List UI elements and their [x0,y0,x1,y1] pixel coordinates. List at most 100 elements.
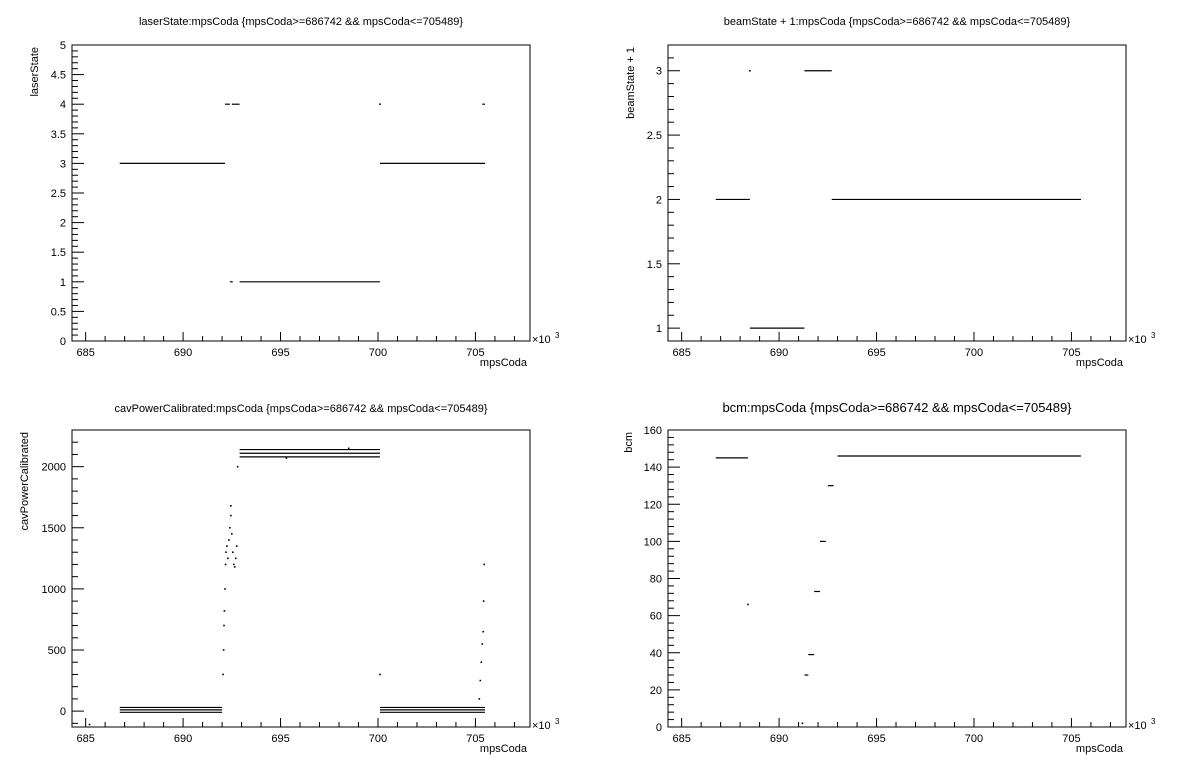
y-tick-label: 60 [650,611,662,623]
data-point [481,643,484,645]
data-point [223,610,226,612]
y-axis-label: beamState + 1 [625,47,637,119]
y-tick-label: 4.5 [51,70,66,82]
data-point [223,624,225,627]
y-tick-label: 4 [60,99,66,111]
data-point [231,533,233,535]
data-point [222,673,224,676]
y-tick-label: 0 [60,706,66,718]
y-tick-label: 1000 [42,584,66,596]
y-tick-label: 1.5 [647,259,662,271]
y-tick-label: 1.5 [51,247,66,259]
y-tick-label: 40 [650,648,662,660]
data-point [233,566,236,568]
y-tick-label: 100 [644,536,662,548]
data-point [379,103,381,105]
y-tick-label: 500 [48,645,66,657]
chart-title: beamState + 1:mpsCoda {mpsCoda>=686742 &… [724,16,1071,28]
plot-frame [667,44,1127,342]
data-point [747,603,749,606]
y-tick-label: 3.5 [51,129,66,141]
x-tick-label: 685 [672,347,690,359]
data-point [225,551,227,554]
data-point [236,465,239,468]
x-tick-label: 690 [770,733,788,745]
data-point [482,600,485,602]
chart-title: laserState:mpsCoda {mpsCoda>=686742 && m… [139,16,463,28]
y-tick-label: 0 [656,722,662,734]
x-tick-label: 685 [672,733,690,745]
y-tick-label: 1 [656,323,662,335]
x-tick-label: 700 [369,347,387,359]
data-point [231,551,234,554]
x-tick-label: 690 [770,347,788,359]
y-axis-label: bcm [623,432,635,453]
x-exponent-label: ×10 [532,720,551,732]
data-point [226,545,228,547]
x-tick-label: 700 [369,733,387,745]
y-tick-label: 120 [644,499,662,511]
data-point [224,588,226,590]
x-axis-label: mpsCoda [1076,743,1124,755]
y-tick-label: 2.5 [647,130,662,142]
x-tick-label: 700 [965,733,983,745]
y-tick-label: 5 [60,40,66,52]
x-tick-label: 695 [271,347,289,359]
x-tick-label: 685 [76,347,94,359]
x-tick-label: 690 [174,347,192,359]
y-tick-label: 3 [60,158,66,170]
x-exponent-label: ×10 [1128,334,1147,346]
x-axis-label: mpsCoda [480,357,528,369]
data-point [222,649,225,651]
data-point [229,526,231,529]
y-tick-label: 140 [644,462,662,474]
y-tick-label: 2 [60,218,66,230]
data-point [228,539,230,541]
x-tick-label: 695 [271,733,289,745]
data-point [801,722,804,725]
data-point [347,447,350,450]
y-tick-label: 160 [644,425,662,437]
data-point [285,457,288,459]
x-tick-label: 695 [867,347,885,359]
data-point [232,563,235,566]
data-point [235,545,238,547]
data-point [230,514,232,517]
y-tick-label: 2 [656,194,662,206]
data-point [482,630,485,633]
x-axis-label: mpsCoda [480,743,528,755]
data-point [480,661,483,664]
y-tick-label: 0 [60,336,66,348]
data-point [479,679,482,682]
x-exponent-label: ×10 [532,334,551,346]
y-axis-label: laserState [29,47,41,97]
y-tick-label: 1 [60,277,66,289]
plot-frame [71,429,531,728]
y-tick-label: 0.5 [51,306,66,318]
x-tick-label: 695 [867,733,885,745]
chart-title: cavPowerCalibrated:mpsCoda {mpsCoda>=686… [114,403,487,415]
x-tick-label: 690 [174,733,192,745]
y-tick-label: 3 [656,66,662,78]
x-tick-label: 685 [76,733,94,745]
data-point [227,557,229,560]
data-point [478,698,481,700]
y-tick-label: 80 [650,574,662,586]
y-tick-label: 20 [650,685,662,697]
data-point [749,69,751,72]
x-tick-label: 705 [1062,733,1080,745]
y-tick-label: 1500 [42,523,66,535]
data-point [483,563,485,566]
x-tick-label: 705 [466,347,484,359]
chart-title: bcm:mpsCoda {mpsCoda>=686742 && mpsCoda<… [722,400,1072,415]
x-tick-label: 700 [965,347,983,359]
x-exponent-power: 3 [555,331,560,340]
x-exponent-label: ×10 [1128,720,1147,732]
x-exponent-power: 3 [1151,331,1156,340]
x-exponent-power: 3 [1151,717,1156,726]
data-point [224,563,227,566]
data-point [234,557,237,560]
y-tick-label: 2000 [42,462,66,474]
